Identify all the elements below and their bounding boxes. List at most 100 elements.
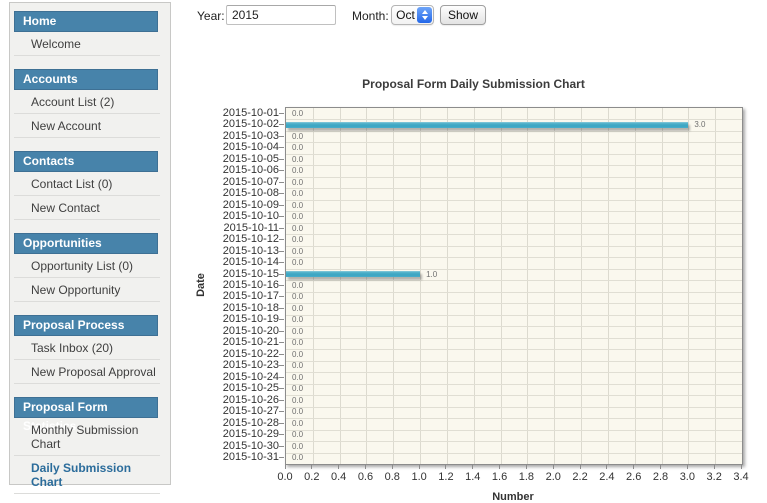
y-tick-mark [279, 124, 284, 126]
gridline-horizontal [286, 360, 742, 362]
sidebar-item-new-opportunity[interactable]: New Opportunity [14, 278, 160, 302]
gridline-horizontal [286, 130, 742, 132]
gridline-horizontal [286, 406, 742, 408]
gridline-horizontal [286, 429, 742, 431]
x-tick-label: 0.6 [357, 471, 374, 483]
y-tick-label: 2015-10-28 [222, 416, 279, 429]
y-tick-label: 2015-10-17 [222, 290, 279, 303]
sidebar-item-task-inbox-20[interactable]: Task Inbox (20) [14, 336, 160, 360]
sidebar-item-opportunity-list-0[interactable]: Opportunity List (0) [14, 254, 160, 278]
y-tick-label: 2015-10-03 [222, 129, 279, 142]
month-label: Month: [352, 9, 389, 23]
bar-value-label: 0.0 [292, 395, 304, 405]
sidebar: Home Welcome Accounts Account List (2) New A… [9, 2, 171, 494]
show-button[interactable]: Show [440, 5, 487, 25]
bar-value-label: 0.0 [292, 223, 304, 233]
y-tick-label: 2015-10-24 [222, 370, 279, 383]
x-tick-mark [472, 465, 474, 469]
x-tick-label: 1.2 [438, 471, 454, 483]
y-tick-mark [279, 147, 284, 149]
x-tick-mark [445, 465, 447, 469]
y-tick-mark [279, 388, 284, 390]
x-tick-label: 1.6 [491, 471, 508, 483]
x-tick-label: 1.8 [518, 471, 535, 483]
gridline-horizontal [286, 142, 742, 144]
gridline-horizontal [286, 153, 742, 155]
x-axis-label: Number [492, 491, 534, 503]
gridline-vertical [446, 108, 448, 464]
sidebar-section-header-proposal-form-statistics: Proposal Form Statistics [14, 397, 158, 433]
bar-value-label: 0.0 [292, 166, 304, 176]
bar-value-label: 0.0 [292, 326, 304, 336]
sidebar-item-daily-submission-chart[interactable]: Daily Submission Chart [14, 456, 160, 494]
bar-value-label: 0.0 [292, 143, 304, 153]
sidebar-item-account-list-2[interactable]: Account List (2) [14, 90, 160, 114]
x-tick-label: 2.4 [599, 471, 615, 483]
sidebar-item-new-contact[interactable]: New Contact [14, 196, 160, 220]
gridline-vertical [500, 108, 502, 464]
bar-value-label: 0.0 [292, 189, 304, 199]
y-tick-label: 2015-10-19 [222, 313, 279, 326]
gridline-vertical [366, 108, 368, 464]
gridline-vertical [634, 108, 636, 464]
y-tick-mark [279, 262, 284, 264]
y-tick-mark [279, 158, 284, 160]
y-tick-label: 2015-10-01 [222, 106, 279, 119]
bar-value-label: 0.0 [292, 384, 304, 394]
bar-value-label: 0.0 [292, 258, 304, 268]
gridline-vertical [339, 108, 341, 464]
y-tick-label: 2015-10-15 [222, 267, 279, 280]
year-input[interactable] [226, 5, 336, 25]
month-select[interactable]: Oct [391, 5, 434, 25]
gridline-horizontal [286, 303, 742, 305]
y-tick-label: 2015-10-10 [222, 210, 279, 223]
y-tick-mark [279, 376, 284, 378]
gridline-horizontal [286, 441, 742, 443]
sidebar-item-contact-list-0[interactable]: Contact List (0) [14, 172, 160, 196]
bar-value-label: 0.0 [292, 430, 304, 440]
x-tick-mark [499, 465, 501, 469]
chevron-up-icon [421, 10, 428, 14]
bar-value-label: 0.0 [292, 212, 304, 222]
bar-value-label: 0.0 [292, 453, 304, 463]
bar-value-label: 0.0 [292, 441, 304, 451]
gridline-horizontal [286, 211, 742, 213]
y-tick-label: 2015-10-12 [222, 233, 279, 246]
y-tick-label: 2015-10-26 [222, 393, 279, 406]
y-tick-label: 2015-10-31 [222, 451, 279, 464]
y-tick-label: 2015-10-02 [222, 118, 279, 131]
gridline-horizontal [286, 234, 742, 236]
sidebar-item-new-proposal-approval[interactable]: New Proposal Approval [14, 360, 160, 384]
y-tick-mark [279, 193, 284, 195]
bar-value-label: 0.0 [292, 200, 304, 210]
y-tick-mark [279, 227, 284, 229]
sidebar-item-monthly-submission-chart[interactable]: Monthly Submission Chart [14, 418, 160, 456]
y-tick-mark [279, 307, 284, 309]
sidebar-item-new-account[interactable]: New Account [14, 114, 160, 138]
gridline-horizontal [286, 452, 742, 454]
bar-value-label: 0.0 [292, 246, 304, 256]
gridline-horizontal [286, 222, 742, 224]
month-select-value: Oct [396, 8, 415, 22]
gridline-vertical [688, 108, 690, 464]
x-tick-mark [338, 465, 340, 469]
bar-value-label: 0.0 [292, 281, 304, 290]
x-tick-label: 2.0 [545, 471, 561, 483]
gridline-vertical [312, 108, 314, 464]
bar-value-label: 0.0 [292, 131, 304, 141]
y-tick-label: 2015-10-21 [222, 336, 279, 349]
sidebar-item-welcome[interactable]: Welcome [14, 32, 160, 56]
sidebar-section-header-proposal-process: Proposal Process [14, 315, 158, 336]
y-tick-label: 2015-10-09 [222, 198, 279, 211]
gridline-horizontal [286, 372, 742, 374]
y-tick-mark [279, 285, 284, 286]
chart-title: Proposal Form Daily Submission Chart [362, 77, 585, 91]
y-tick-label: 2015-10-13 [222, 244, 279, 257]
x-tick-label: 2.2 [572, 471, 588, 483]
gridline-horizontal [286, 268, 742, 270]
x-tick-mark [391, 465, 393, 469]
x-tick-mark [606, 465, 608, 469]
bar-value-label: 0.0 [292, 177, 304, 187]
y-tick-mark [279, 135, 284, 137]
plot-area: 0.0 3.0 0.0 0.0 0.0 0.0 0.0 0.0 0.0 0.0 0.0 0.0 0.0 0… [285, 107, 743, 465]
